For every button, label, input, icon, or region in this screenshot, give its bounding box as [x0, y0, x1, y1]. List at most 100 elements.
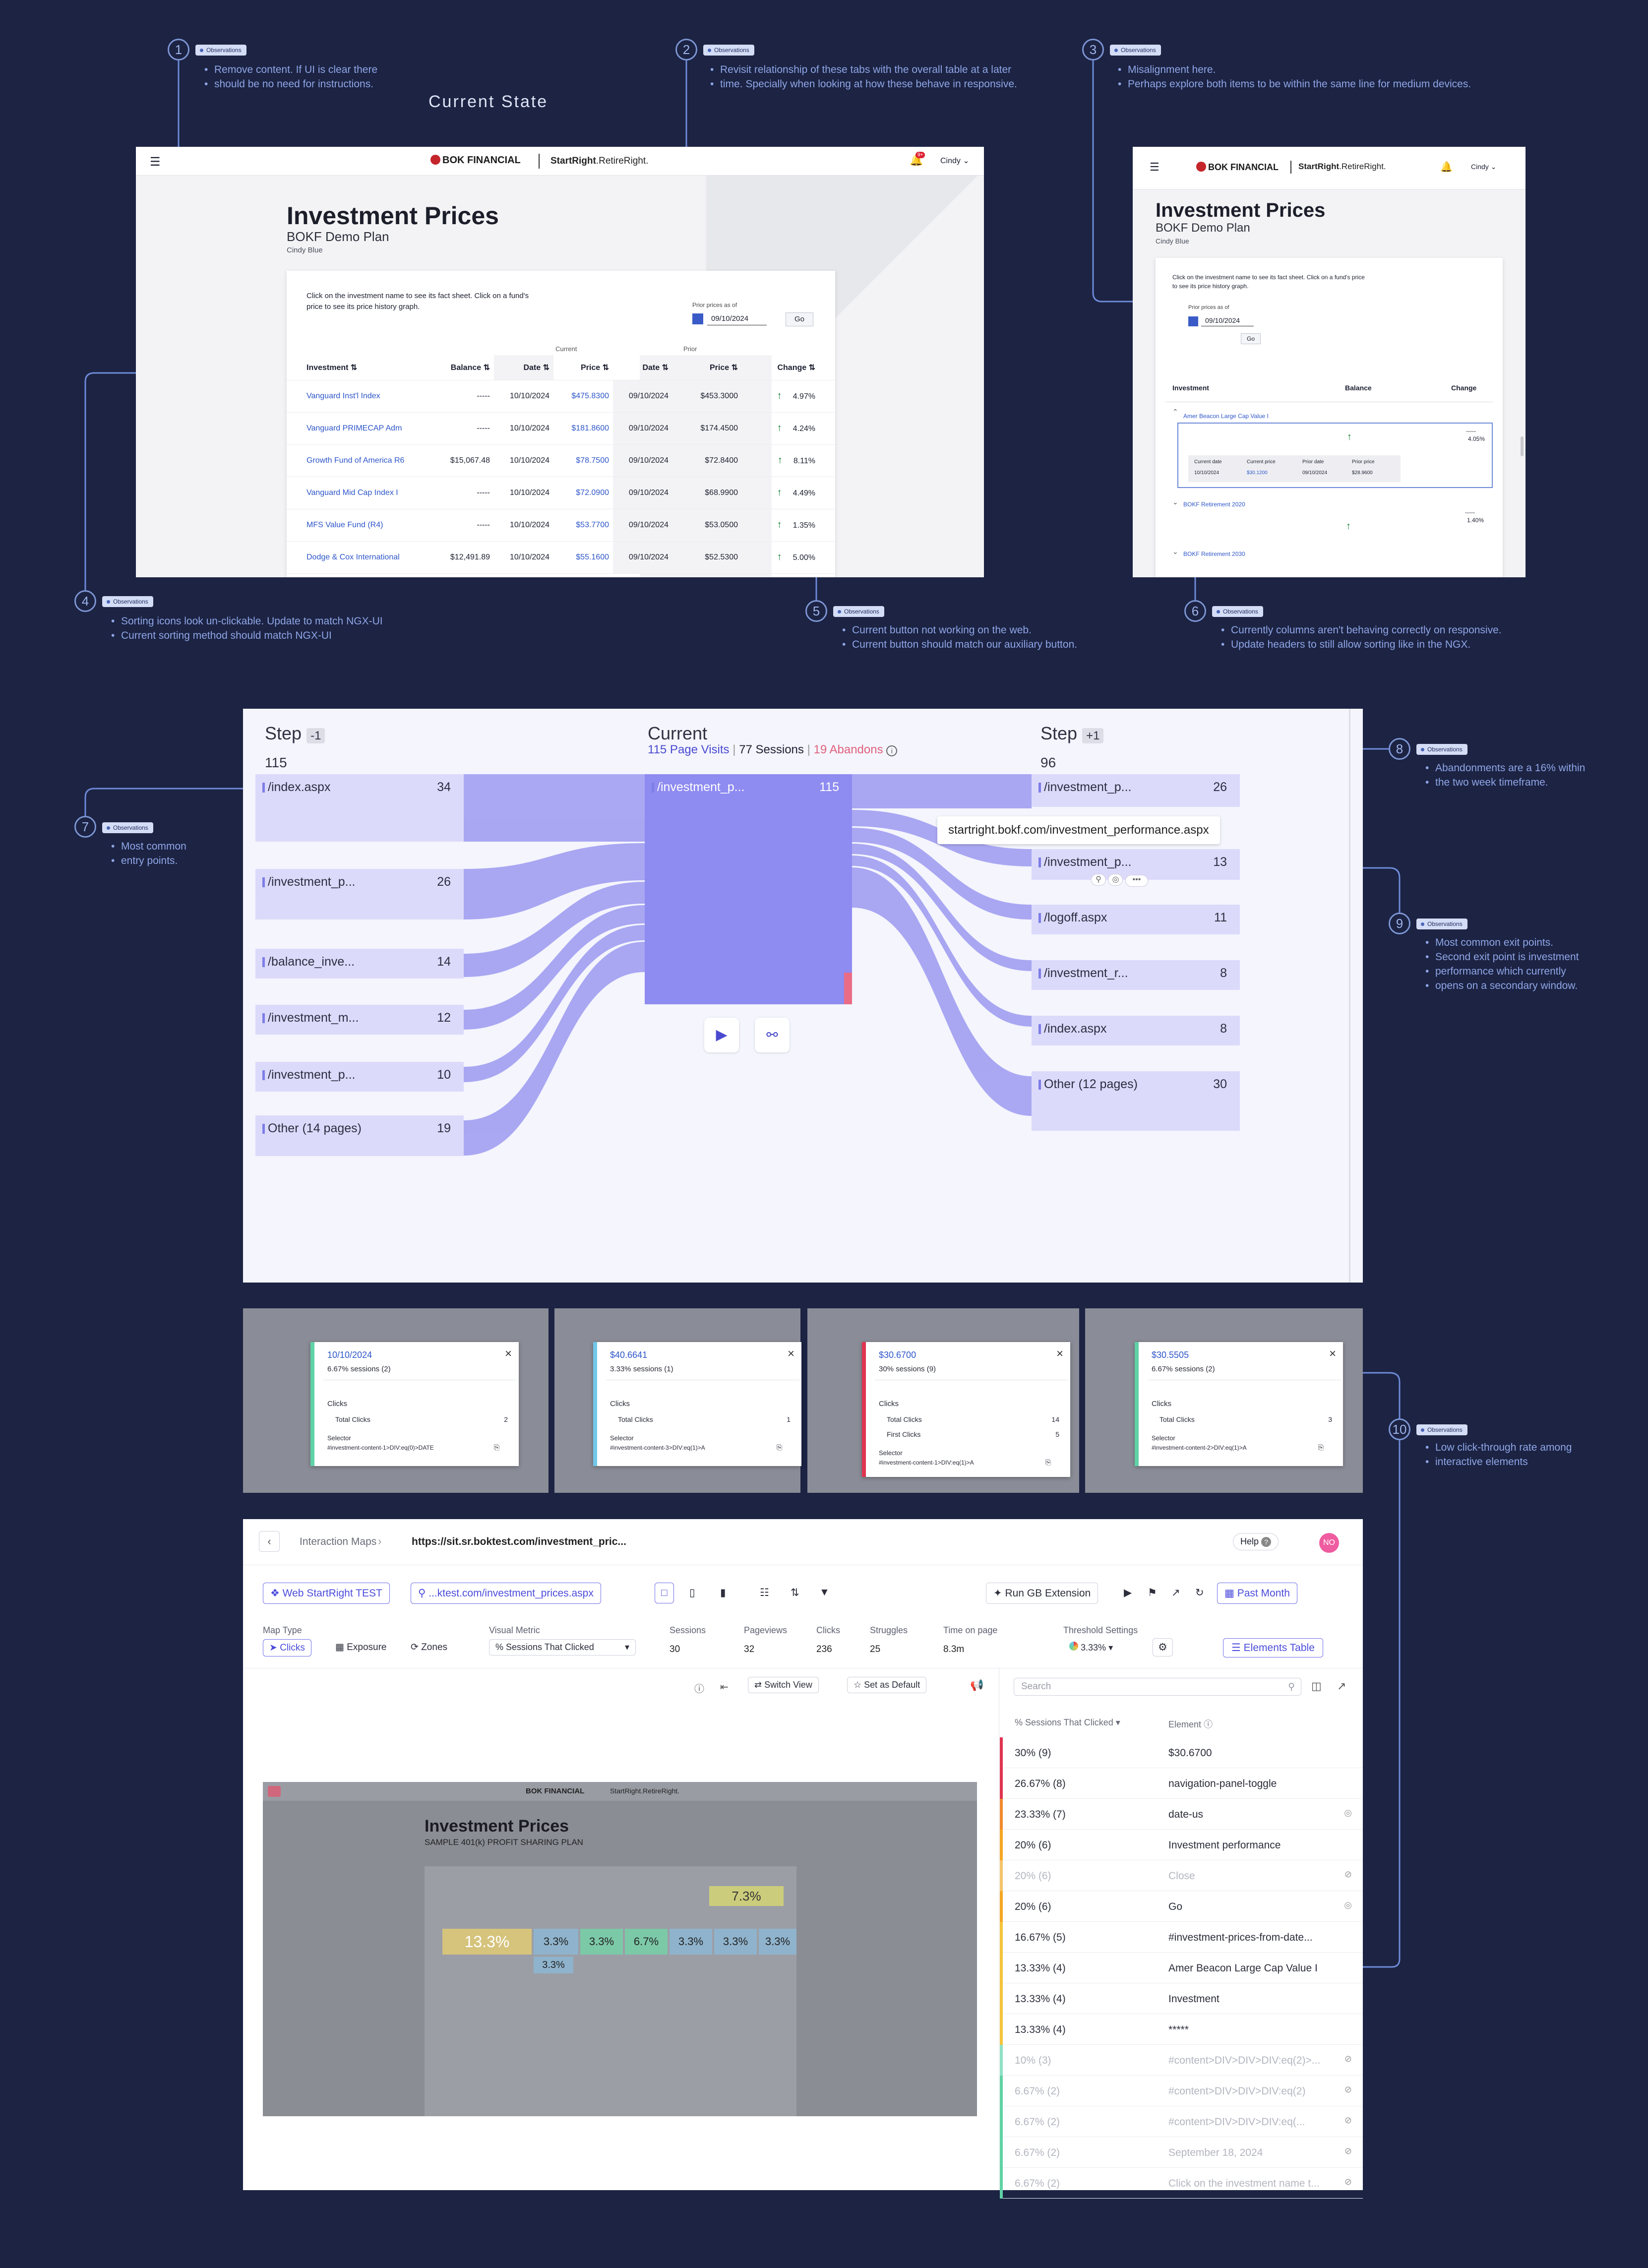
ab-test-icon[interactable]: ⇅ [785, 1583, 805, 1603]
element-row[interactable]: 10% (3) #content>DIV>DIV>DIV:eq(2)>... ⊘ [1000, 2045, 1363, 2076]
segment-selector[interactable]: ❖ Web StartRight TEST [263, 1583, 390, 1604]
element-row[interactable]: 20% (6) Investment performance [1000, 1830, 1363, 1860]
elements-table-button[interactable]: ☰ Elements Table [1223, 1638, 1323, 1657]
collapse-icon[interactable]: ⇤ [720, 1682, 729, 1693]
copy-icon[interactable]: ⎘ [1318, 1443, 1324, 1451]
current-price-link[interactable]: $181.8600 [553, 412, 613, 445]
device-tablet-icon[interactable]: ▯ [683, 1583, 701, 1603]
fund-name-link[interactable]: Vanguard PRIMECAP Adm [287, 412, 430, 445]
fund-name-link[interactable]: Vanguard Inst'l Index [287, 380, 430, 413]
element-row[interactable]: 13.33% (4) Amer Beacon Large Cap Value I [1000, 1953, 1363, 1983]
close-icon[interactable]: × [504, 1347, 512, 1360]
element-row[interactable]: 16.67% (5) #investment-prices-from-date..… [1000, 1922, 1363, 1953]
map-type-clicks[interactable]: ➤ Clicks [263, 1639, 311, 1656]
close-icon[interactable]: × [1056, 1347, 1063, 1360]
element-row[interactable]: 23.33% (7) date-us ◎ [1000, 1799, 1363, 1830]
col-sessions-header[interactable]: % Sessions That Clicked ▾ [1015, 1717, 1120, 1727]
entry-page-node[interactable]: /index.aspx 34 [255, 774, 464, 842]
calendar-icon[interactable] [692, 313, 703, 324]
element-row[interactable]: 20% (6) Close ⊘ [1000, 1860, 1363, 1891]
col-investment[interactable]: Investment ⇅ [287, 355, 430, 380]
info-icon[interactable]: i [886, 745, 898, 756]
fund-name-link[interactable]: MFS Value Fund (R4) [287, 509, 430, 542]
flow-scrollbar[interactable] [1349, 709, 1350, 1283]
device-desktop-icon[interactable]: □ [655, 1583, 674, 1603]
hamburger-icon[interactable]: ☰ [1150, 161, 1160, 173]
exit-page-node[interactable]: /investment_p... 13 [1032, 849, 1240, 880]
breadcrumb[interactable]: Interaction Maps [300, 1536, 377, 1547]
chevron-down-icon[interactable]: ⌄ [1172, 498, 1178, 506]
run-extension-button[interactable]: ✦ Run GB Extension [986, 1583, 1099, 1604]
go-button[interactable]: Go [1241, 333, 1261, 344]
map-type-exposure[interactable]: ▦ Exposure [329, 1639, 393, 1655]
search-input[interactable]: Search ⚲ [1014, 1678, 1301, 1696]
col-current-date[interactable]: Date ⇅ [494, 355, 553, 380]
col-investment[interactable]: Investment [1172, 384, 1209, 392]
refresh-icon[interactable]: ↻ [1190, 1583, 1209, 1603]
col-balance[interactable]: Balance [1345, 384, 1372, 392]
col-prior-price[interactable]: Price ⇅ [672, 355, 742, 380]
abandons[interactable]: 19 Abandons [813, 743, 883, 756]
more-icon[interactable]: ••• [1125, 875, 1148, 887]
col-change[interactable]: Change ⇅ [742, 355, 835, 380]
bell-icon[interactable]: 🔔 9+ [910, 152, 925, 167]
back-button[interactable]: ‹ [259, 1531, 280, 1552]
journey-icon[interactable]: ⚯ [755, 1018, 790, 1052]
go-button[interactable]: Go [786, 312, 813, 326]
bell-icon[interactable]: 🔔 [1440, 162, 1453, 173]
col-balance[interactable]: Balance ⇅ [430, 355, 494, 380]
prior-date-field[interactable]: 09/10/2024 [1201, 314, 1254, 326]
element-row[interactable]: 26.67% (8) navigation-panel-toggle [1000, 1768, 1363, 1799]
hamburger-icon[interactable]: ☰ [150, 155, 161, 169]
close-icon[interactable]: × [1329, 1347, 1336, 1360]
avatar[interactable]: NO [1319, 1533, 1339, 1553]
col-element-header[interactable]: Element ⓘ [1168, 1719, 1213, 1729]
calendar-icon[interactable] [1188, 316, 1198, 326]
chevron-down-icon[interactable]: ⌄ [1172, 548, 1178, 555]
eye-icon[interactable]: ◎ [1344, 1808, 1352, 1818]
info-icon[interactable]: ⓘ [694, 1684, 704, 1695]
col-prior-date[interactable]: Date ⇅ [613, 355, 672, 380]
brand-logo[interactable]: BOK FINANCIAL [1196, 162, 1279, 173]
current-page-node[interactable]: /investment_p... 115 [645, 774, 852, 1004]
close-icon[interactable]: × [787, 1347, 794, 1360]
current-price-link[interactable]: $55.1600 [553, 541, 613, 574]
current-price-link[interactable]: $78.7500 [553, 444, 613, 477]
user-menu[interactable]: Cindy ⌄ [1471, 163, 1497, 171]
exit-page-node[interactable]: Other (12 pages) 30 [1032, 1071, 1240, 1131]
columns-icon[interactable]: ◫ [1311, 1680, 1322, 1692]
copy-icon[interactable]: ⎘ [1045, 1458, 1051, 1466]
sort-icon[interactable]: ⇅ [543, 363, 549, 372]
exit-page-node[interactable]: /investment_p... 26 [1032, 774, 1240, 807]
date-range-button[interactable]: ▦ Past Month [1217, 1583, 1297, 1604]
play-icon[interactable]: ▶ [1119, 1583, 1137, 1603]
current-price-link[interactable]: $72.0900 [553, 477, 613, 509]
filter-settings-icon[interactable]: ☷ [754, 1583, 775, 1603]
entry-page-node[interactable]: /balance_inve... 14 [255, 949, 464, 979]
fund-name-link[interactable]: Vanguard Mid Cap Index I [287, 477, 430, 509]
megaphone-icon[interactable]: 📢 [970, 1679, 984, 1691]
adjust-icon[interactable]: ⚙ [1153, 1638, 1173, 1656]
element-row[interactable]: 30% (9) $30.6700 [1000, 1737, 1363, 1768]
url-filter[interactable]: ⚲ ...ktest.com/investment_prices.aspx [411, 1583, 601, 1604]
play-button[interactable]: ▶ [704, 1018, 739, 1052]
target-icon[interactable]: ◎ [1108, 874, 1123, 886]
element-row[interactable]: 13.33% (4) ***** [1000, 2014, 1363, 2045]
fund-link[interactable]: BOKF Retirement 2020 [1183, 501, 1245, 508]
fund-name-link[interactable]: Dodge & Cox International [287, 541, 430, 574]
user-menu[interactable]: Cindy ⌄ [940, 157, 970, 165]
map-type-zones[interactable]: ⟳ Zones [405, 1639, 454, 1655]
prior-date-field[interactable]: 09/10/2024 [707, 312, 767, 325]
hidden-eye-icon[interactable]: ⊘ [1344, 2115, 1352, 2125]
element-row[interactable]: 20% (6) Go ◎ [1000, 1891, 1363, 1922]
col-current-price[interactable]: Price ⇅ [553, 355, 613, 380]
sort-icon[interactable]: ⇅ [483, 363, 490, 372]
hidden-eye-icon[interactable]: ⊘ [1344, 2084, 1352, 2094]
entry-page-node[interactable]: /investment_p... 10 [255, 1062, 464, 1092]
copy-icon[interactable]: ⎘ [494, 1443, 500, 1451]
eye-icon[interactable]: ◎ [1344, 1900, 1352, 1910]
set-default-button[interactable]: ☆ Set as Default [847, 1677, 927, 1693]
element-row[interactable]: 6.67% (2) Click on the investment name t.… [1000, 2168, 1363, 2199]
current-price-link[interactable]: $475.8300 [553, 380, 613, 413]
sort-icon[interactable]: ⇅ [662, 363, 669, 372]
